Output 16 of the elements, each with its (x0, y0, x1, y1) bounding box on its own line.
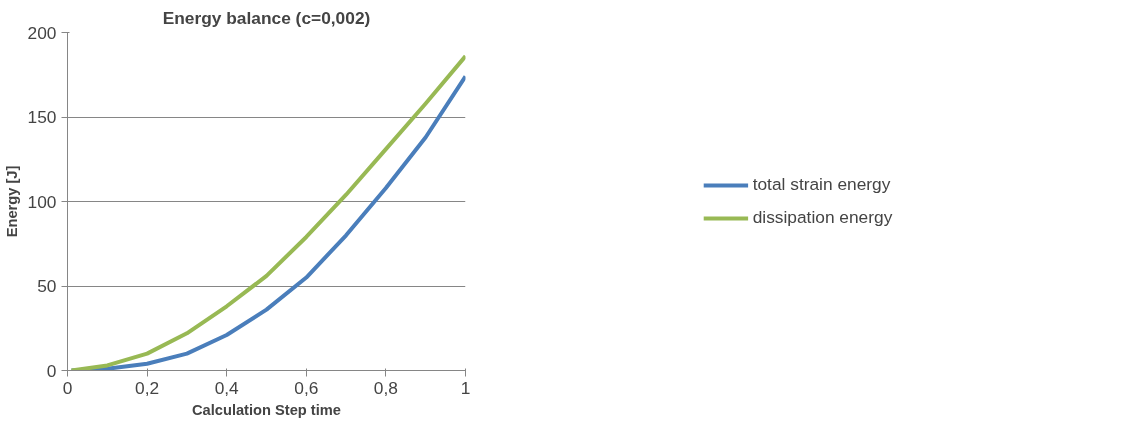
x-axis-title: Calculation Step time (191, 401, 342, 418)
x-tick-label: 0,4 (214, 377, 240, 398)
y-tick-label: 0 (46, 360, 57, 381)
x-tick-label: 0,6 (294, 377, 319, 398)
y-axis-title: Energy [J] (3, 165, 20, 238)
y-tick-label: 150 (27, 107, 57, 127)
y-tick-label: 200 (27, 22, 57, 43)
legend-label: dissipation energy (752, 207, 893, 228)
x-tick-label: 0,2 (135, 377, 160, 398)
y-tick-label: 100 (27, 191, 57, 212)
legend-label: total strain energy (752, 174, 891, 195)
x-tick-label: 0,8 (373, 377, 398, 398)
chart-title: Energy balance (c=0,002) (162, 7, 371, 28)
y-tick-label: 50 (37, 276, 57, 296)
x-tick-label: 1 (460, 377, 471, 398)
x-tick-label: 0 (62, 377, 73, 398)
